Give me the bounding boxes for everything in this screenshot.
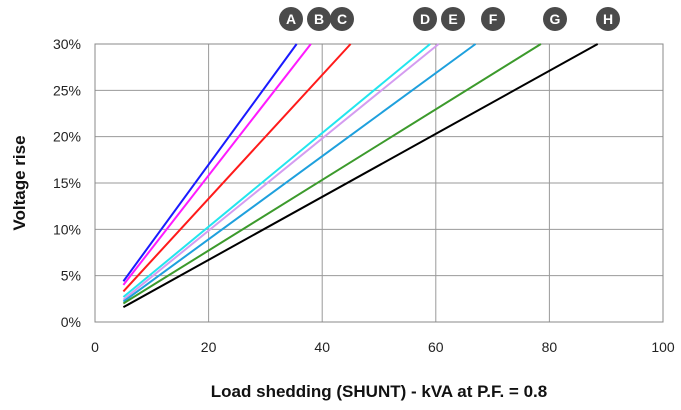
series-badge-c: C: [330, 7, 354, 31]
series-badge-f: F: [481, 7, 505, 31]
series-line-h: [122, 43, 599, 309]
y-tick-label: 0%: [61, 314, 81, 330]
y-tick-label: 20%: [53, 129, 81, 145]
x-tick-label: 40: [314, 339, 330, 355]
badge-circle: [413, 7, 437, 31]
series-lines: [122, 43, 599, 309]
x-tick-label: 80: [542, 339, 558, 355]
badge-label: A: [286, 11, 296, 27]
badge-label: D: [420, 11, 430, 27]
y-axis-ticks: 0% 5% 10% 15% 20% 25% 30%: [53, 36, 81, 330]
badge-circle: [307, 7, 331, 31]
plot-area-frame: [94, 43, 664, 323]
badge-label: H: [603, 11, 613, 27]
series-line-c: [122, 43, 352, 293]
badge-circle: [279, 7, 303, 31]
series-badge-g: G: [543, 7, 567, 31]
badge-circle: [481, 7, 505, 31]
badge-circle: [596, 7, 620, 31]
y-tick-label: 10%: [53, 221, 81, 237]
badge-circle: [543, 7, 567, 31]
x-tick-label: 20: [201, 339, 217, 355]
badge-label: E: [448, 11, 457, 27]
series-badge-b: B: [307, 7, 331, 31]
badge-label: C: [337, 11, 347, 27]
y-tick-label: 5%: [61, 268, 81, 284]
series-line-g: [122, 43, 542, 305]
series-line-e: [122, 43, 440, 301]
y-tick-label: 15%: [53, 175, 81, 191]
badge-circle: [330, 7, 354, 31]
y-tick-label: 25%: [53, 82, 81, 98]
series-badge-e: E: [441, 7, 465, 31]
x-tick-label: 60: [428, 339, 444, 355]
series-badge-h: H: [596, 7, 620, 31]
series-line-d: [122, 43, 431, 298]
series-badge-a: A: [279, 7, 303, 31]
x-axis-ticks: 0 20 40 60 80 100: [91, 339, 675, 355]
x-axis-title: Load shedding (SHUNT) - kVA at P.F. = 0.…: [211, 382, 547, 401]
x-tick-label: 0: [91, 339, 99, 355]
badge-label: G: [550, 11, 561, 27]
y-axis-title: Voltage rise: [10, 135, 29, 230]
series-line-a: [122, 43, 298, 282]
series-badge-d: D: [413, 7, 437, 31]
badge-circle: [441, 7, 465, 31]
x-tick-label: 100: [651, 339, 675, 355]
series-line-f: [122, 43, 477, 303]
badge-label: B: [314, 11, 324, 27]
badge-label: F: [489, 11, 498, 27]
y-tick-label: 30%: [53, 36, 81, 52]
series-line-b: [122, 43, 312, 286]
